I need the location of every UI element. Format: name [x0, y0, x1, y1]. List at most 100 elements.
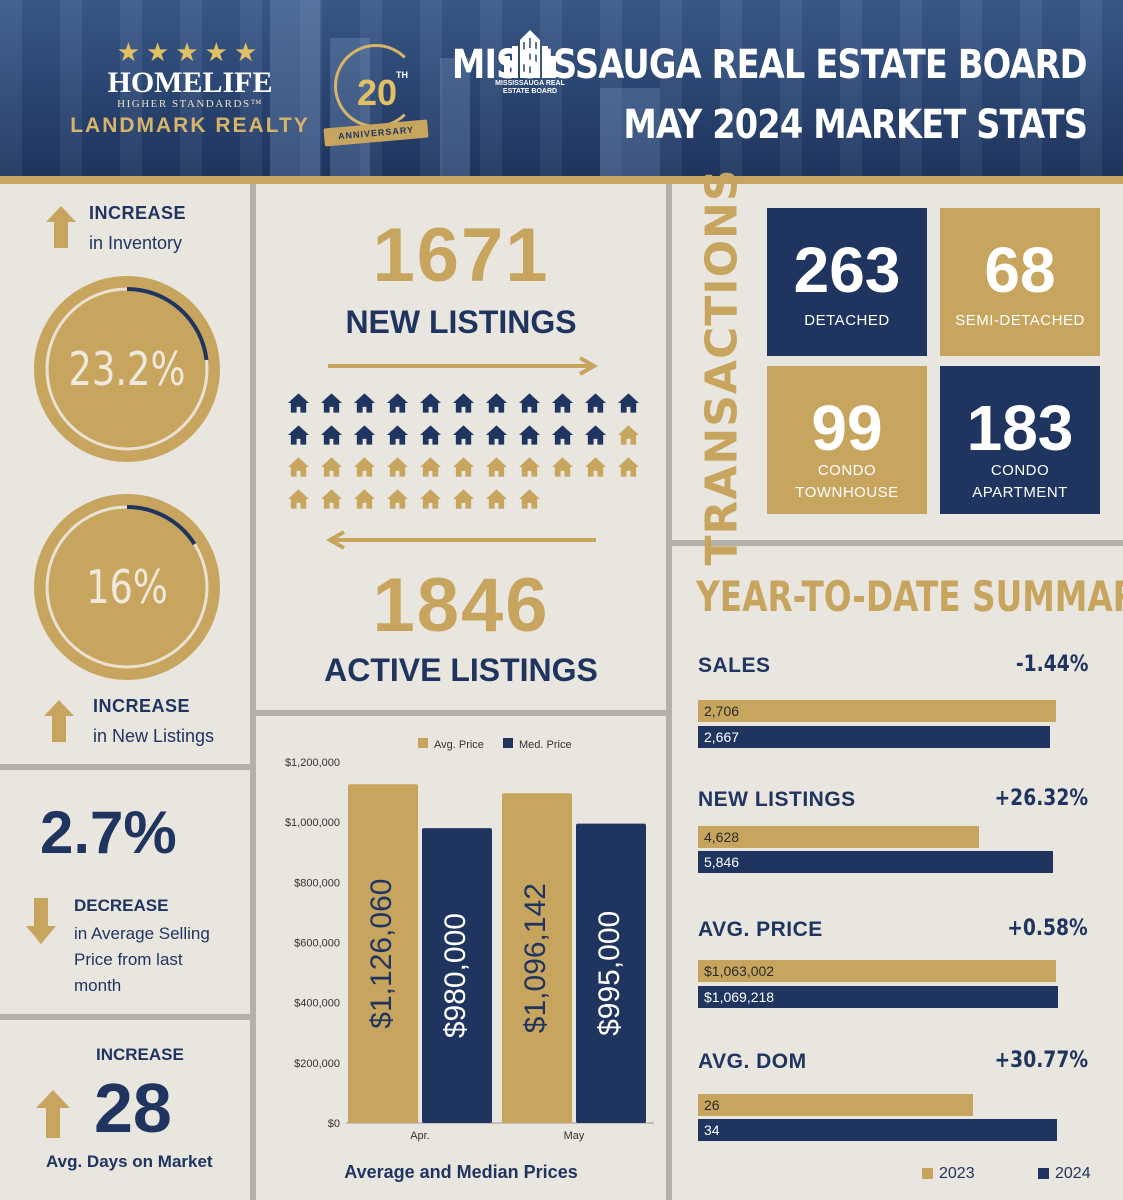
inventory-heading: INCREASE: [89, 203, 187, 223]
y-tick-label: $1,000,000: [285, 817, 340, 829]
ytd-change: -1.44%: [1015, 652, 1088, 677]
house-icon: [617, 425, 640, 445]
tile-value: 99: [811, 392, 883, 464]
ytd-change: +0.58%: [1007, 916, 1088, 941]
ytd-name: AVG. DOM: [698, 1050, 807, 1073]
inventory-ring: 23.2%: [34, 276, 220, 462]
selling-price-sub: in Average Selling Price from last month: [74, 921, 210, 999]
divider-v1: [250, 184, 256, 1200]
brand-tagline: HIGHER STANDARDS™: [117, 98, 263, 110]
house-icon: [485, 489, 508, 509]
y-tick-label: $400,000: [294, 998, 340, 1010]
new-listings-label: NEW LISTINGS: [345, 304, 577, 340]
ytd-bar-2024: 5,846: [698, 851, 1053, 873]
house-icon: [320, 393, 343, 413]
house-icon: [287, 489, 310, 509]
y-tick-label: $1,200,000: [285, 757, 340, 769]
header-title-line1: MISSISSAUGA REAL ESTATE BOARD: [452, 42, 1088, 88]
house-icon: [386, 393, 409, 413]
divider-right: [672, 540, 1123, 546]
bar: [348, 784, 418, 1123]
house-icon: [518, 489, 541, 509]
tile-label: DETACHED: [804, 312, 890, 329]
house-icon: [419, 457, 442, 477]
house-icon: [452, 489, 475, 509]
inventory-sub: in Inventory: [89, 233, 183, 253]
house-icon: [617, 393, 640, 413]
chart-title: Average and Median Prices: [344, 1162, 577, 1182]
active-listings-value: 1846: [372, 563, 550, 648]
arrow-left-icon: [326, 530, 596, 550]
legend-label: 2023: [939, 1165, 975, 1182]
anniversary-number: 20: [356, 72, 398, 113]
house-icon: [551, 425, 574, 445]
arrow-up-icon: [44, 700, 74, 742]
anniversary-suffix: TH: [396, 70, 408, 80]
legend-label: 2024: [1055, 1165, 1091, 1182]
ytd-bar-2023: 2,706: [698, 700, 1056, 722]
building-icon: [504, 30, 556, 78]
tile-semi-detached: 68 SEMI-DETACHED: [940, 208, 1100, 356]
active-listings-label: ACTIVE LISTINGS: [324, 652, 598, 688]
header-title-line2: MAY 2024 MARKET STATS: [623, 102, 1088, 148]
legend-swatch: [418, 738, 428, 748]
ytd-legend-2023: 2023: [922, 1165, 975, 1183]
tile-label: CONDO: [990, 462, 1050, 479]
new-listings-heading: INCREASE: [93, 696, 191, 716]
ytd-title: YEAR-TO-DATE SUMMARY: [696, 572, 1123, 621]
divider-left-2: [0, 1014, 250, 1020]
selling-price-heading: DECREASE: [74, 896, 169, 915]
bar-data-label: $1,126,060: [365, 879, 398, 1029]
divider-left-1: [0, 764, 250, 770]
legend-swatch-2024: [1038, 1168, 1049, 1180]
bar: [576, 823, 646, 1123]
house-icon: [287, 425, 310, 445]
house-icon: [518, 457, 541, 477]
house-icon: [584, 457, 607, 477]
ytd-new-listings: NEW LISTINGS +26.32% 4,628 5,846: [698, 786, 1098, 888]
y-tick-label: $600,000: [294, 938, 340, 950]
y-tick-label: $0: [328, 1118, 340, 1130]
bar-data-label: $1,096,142: [519, 883, 552, 1033]
x-tick-label: May: [564, 1130, 585, 1142]
arrow-up-icon: [36, 1090, 70, 1138]
brand-name: HOMELIFE: [107, 66, 273, 99]
selling-price-sub-line: month: [74, 976, 122, 995]
house-icon: [386, 425, 409, 445]
house-icon: [320, 489, 343, 509]
house-icon: [419, 489, 442, 509]
legend-label: Med. Price: [519, 739, 572, 751]
house-icon: [353, 393, 376, 413]
tile-label: TOWNHOUSE: [795, 484, 899, 501]
tile-value: 263: [793, 234, 901, 306]
board-logo: MISSISSAUGA REAL ESTATE BOARD: [494, 28, 566, 98]
bar: [422, 828, 492, 1123]
house-icon: [320, 457, 343, 477]
house-icon: [353, 489, 376, 509]
price-chart: $0 $200,000 $400,000 $600,000 $800,000 $1,000…: [285, 738, 654, 1182]
house-icon: [485, 457, 508, 477]
dom-heading: INCREASE: [96, 1045, 184, 1064]
tile-detached: 263 DETACHED: [767, 208, 927, 356]
house-icon: [353, 457, 376, 477]
tile-condo-apartment: 183 CONDO APARTMENT: [940, 366, 1100, 514]
house-icon: [551, 457, 574, 477]
house-icon: [320, 425, 343, 445]
house-icon: [419, 393, 442, 413]
house-icon: [452, 457, 475, 477]
house-icon: [584, 393, 607, 413]
arrow-down-icon: [26, 898, 56, 944]
ytd-name: AVG. PRICE: [698, 918, 823, 941]
dom-value: 28: [94, 1069, 172, 1147]
ytd-change: +26.32%: [994, 786, 1088, 811]
tile-value: 68: [984, 234, 1056, 306]
new-listings-percent: 16%: [86, 560, 168, 614]
ytd-bar-2023: 26: [698, 1094, 973, 1116]
x-tick-label: Apr.: [410, 1130, 430, 1142]
ytd-bar-2024: $1,069,218: [698, 986, 1058, 1008]
bar: [502, 793, 572, 1123]
ytd-sales: SALES -1.44% 2,706 2,667: [698, 652, 1098, 754]
tile-label: SEMI-DETACHED: [955, 312, 1085, 329]
ytd-bar-2023: $1,063,002: [698, 960, 1056, 982]
new-listings-value: 1671: [372, 213, 550, 298]
